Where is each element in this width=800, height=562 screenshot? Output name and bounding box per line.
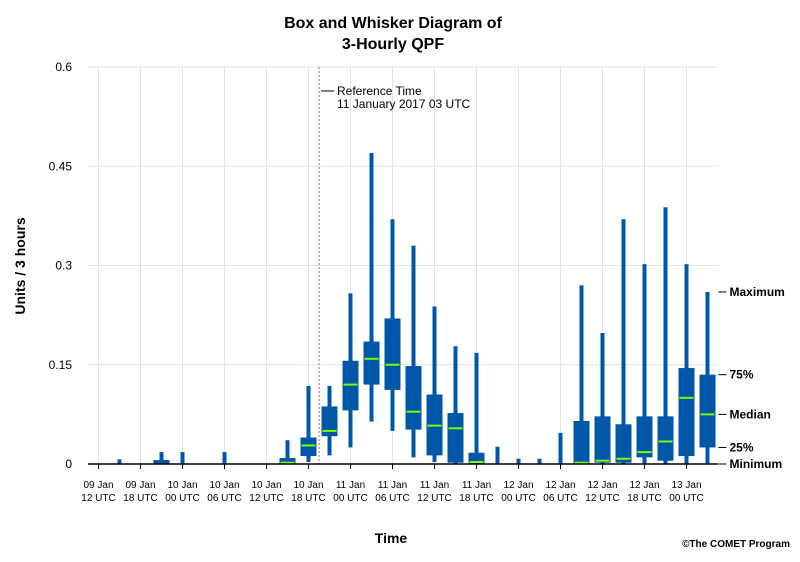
whisker: [432, 306, 437, 463]
boxes: [117, 153, 716, 465]
whisker: [516, 458, 521, 464]
x-tick-label-date: 09 Jan: [125, 480, 155, 491]
x-tick-label-date: 12 Jan: [629, 480, 659, 491]
iqr-box: [573, 420, 590, 464]
legend-label-p25: 25%: [730, 440, 754, 454]
x-tick-label-time: 06 UTC: [543, 493, 577, 504]
whisker: [642, 264, 647, 464]
reference-label: Reference Time: [337, 84, 422, 98]
x-tick-label-date: 11 Jan: [378, 480, 407, 491]
x-axis-label: Time: [375, 530, 408, 546]
x-tick-label-time: 00 UTC: [501, 493, 535, 504]
x-tick-label-date: 10 Jan: [209, 480, 239, 491]
x-tick-label-date: 10 Jan: [293, 480, 323, 491]
x-tick-label-date: 10 Jan: [251, 480, 281, 491]
x-tick-label-time: 18 UTC: [123, 493, 157, 504]
x-tick-label-date: 11 Jan: [336, 480, 365, 491]
whisker: [558, 432, 563, 464]
y-tick-label: 0.45: [49, 159, 73, 173]
x-tick-label-date: 11 Jan: [462, 480, 491, 491]
x-tick-label-date: 13 Jan: [671, 480, 701, 491]
legend-label-median: Median: [730, 407, 771, 421]
chart-title-line1: Box and Whisker Diagram of: [284, 15, 502, 32]
iqr-box: [594, 416, 611, 463]
x-tick-label-time: 12 UTC: [417, 493, 451, 504]
legend-label-maximum: Maximum: [730, 285, 785, 299]
iqr-box: [321, 406, 338, 437]
iqr-box: [615, 424, 632, 463]
y-tick-label: 0.6: [55, 60, 72, 74]
x-tick-label-date: 12 Jan: [587, 480, 617, 491]
whisker: [600, 332, 605, 464]
copyright: ©The COMET Program: [682, 539, 790, 550]
whisker: [474, 352, 479, 464]
whisker: [453, 346, 458, 464]
iqr-box: [363, 341, 380, 385]
legend-label-p75: 75%: [730, 368, 754, 382]
whisker: [369, 153, 374, 422]
whisker: [663, 207, 668, 465]
whisker: [285, 440, 290, 464]
x-tick-label-time: 00 UTC: [333, 493, 367, 504]
x-tick-label-date: 09 Jan: [83, 480, 113, 491]
x-tick-label-time: 18 UTC: [291, 493, 325, 504]
axes: 0 0.15 0.3 0.45 0.6 09 Jan 12 UTC 09 Jan 18 UTC 1…: [49, 60, 718, 504]
y-axis-label: Units / 3 hours: [12, 217, 28, 314]
x-tick-label-time: 12 UTC: [249, 493, 283, 504]
whisker: [117, 459, 122, 464]
whisker: [621, 219, 626, 464]
whisker: [684, 264, 689, 464]
x-tick-label-date: 12 Jan: [503, 480, 533, 491]
titles: Box and Whisker Diagram of 3-Hourly QPF Ti…: [12, 15, 503, 546]
whisker: [222, 452, 227, 464]
iqr-box: [678, 368, 695, 457]
y-tick-label: 0.15: [49, 358, 73, 372]
whisker: [411, 245, 416, 458]
legend-label-minimum: Minimum: [730, 457, 783, 471]
iqr-box: [153, 460, 170, 464]
x-tick-label-date: 12 Jan: [545, 480, 575, 491]
x-tick-label-date: 11 Jan: [420, 480, 449, 491]
x-tick-label-time: 12 UTC: [81, 493, 115, 504]
iqr-box: [636, 416, 653, 458]
whisker: [180, 452, 185, 464]
iqr-box: [384, 318, 401, 390]
iqr-box: [279, 458, 296, 464]
reference-date: 11 January 2017 03 UTC: [337, 97, 471, 111]
chart-title-line2: 3-Hourly QPF: [342, 36, 444, 53]
iqr-box: [405, 366, 422, 430]
x-tick-label-time: 00 UTC: [669, 493, 703, 504]
iqr-box: [300, 437, 317, 457]
x-tick-label-time: 00 UTC: [165, 493, 199, 504]
x-tick-label-date: 10 Jan: [167, 480, 197, 491]
iqr-box: [699, 374, 716, 448]
whisker: [495, 446, 500, 464]
y-tick-label: 0.3: [55, 259, 72, 273]
whisker: [159, 452, 164, 464]
x-tick-label-time: 06 UTC: [207, 493, 241, 504]
x-tick-label-time: 12 UTC: [585, 493, 619, 504]
x-tick-label-time: 06 UTC: [375, 493, 409, 504]
iqr-box: [657, 416, 674, 461]
whisker: [306, 385, 311, 463]
y-tick-label: 0: [65, 457, 72, 471]
whisker: [579, 285, 584, 464]
x-tick-label-time: 18 UTC: [627, 493, 661, 504]
x-tick-label-time: 18 UTC: [459, 493, 493, 504]
legend: Maximum 75% Median 25% Minimum: [718, 285, 785, 471]
iqr-box: [468, 452, 485, 464]
whisker: [537, 458, 542, 464]
iqr-box: [447, 413, 464, 463]
